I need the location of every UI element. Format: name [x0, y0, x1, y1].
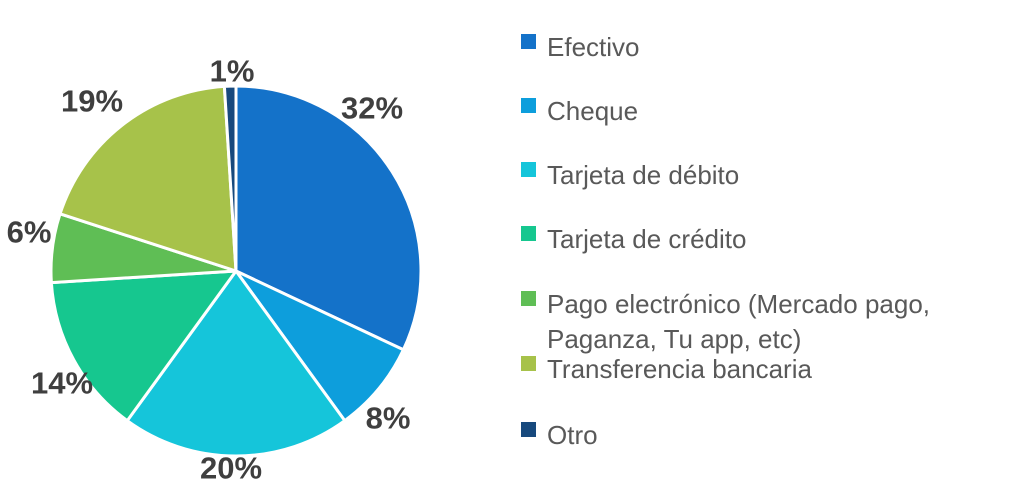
legend-item-1: Cheque [519, 94, 1002, 129]
legend-item-label: Transferencia bancaria [547, 354, 812, 384]
legend-item-4: Pago electrónico (Mercado pago, Paganza,… [519, 287, 1002, 357]
legend: Efectivo Cheque Tarjeta de débito Tarjeta d… [519, 0, 1021, 504]
legend-item-3: Tarjeta de crédito [519, 222, 1002, 257]
pie-slice-5 [58, 84, 238, 273]
legend-color-swatch [519, 96, 538, 115]
legend-color-swatch [519, 354, 538, 373]
pie-percent-label-3: 14% [31, 366, 93, 401]
legend-item-0: Efectivo [519, 30, 1002, 65]
pie-slice-0 [234, 84, 423, 352]
legend-color-swatch [519, 32, 538, 51]
pie-slice-2 [125, 269, 347, 458]
legend-item-5: Transferencia bancaria [519, 352, 1002, 387]
legend-color-swatch [519, 224, 538, 243]
legend-item-label: Otro [547, 420, 598, 450]
pie-percent-label-1: 8% [366, 401, 411, 436]
pie-chart: 32% 8% 20% 14% 6% 19% 1% [7, 54, 423, 486]
pie-percent-label-4: 6% [7, 215, 52, 250]
legend-color-swatch [519, 160, 538, 179]
pie-slice-6 [222, 84, 238, 273]
legend-item-label: Tarjeta de débito [547, 160, 740, 190]
legend-item-6: Otro [519, 418, 1002, 453]
pie-slice-3 [49, 269, 238, 423]
pie-percent-label-6: 1% [210, 54, 255, 89]
legend-item-2: Tarjeta de débito [519, 158, 1002, 193]
pie-percent-label-0: 32% [341, 91, 403, 126]
legend-color-swatch [519, 420, 538, 439]
pie-percent-label-5: 19% [61, 84, 123, 119]
legend-item-label: Tarjeta de crédito [547, 224, 747, 254]
legend-color-swatch [519, 289, 538, 308]
legend-item-label: Pago electrónico (Mercado pago, Paganza,… [547, 289, 931, 354]
legend-item-label: Efectivo [547, 32, 640, 62]
pie-slice-1 [234, 269, 405, 423]
pie-percent-label-2: 20% [200, 451, 262, 486]
legend-item-label: Cheque [547, 96, 639, 126]
